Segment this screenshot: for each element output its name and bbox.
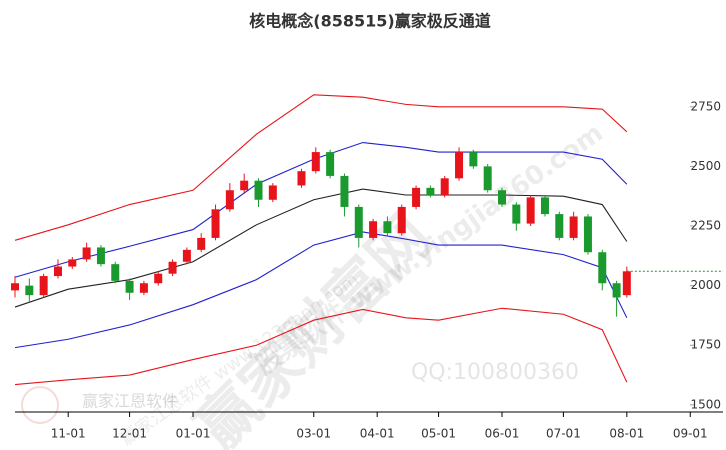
candle-body <box>53 266 62 277</box>
candle-body <box>39 276 48 296</box>
y-tick-label: 2000 <box>690 278 721 292</box>
x-tick-label: 05-01 <box>421 427 456 441</box>
candle-body <box>340 175 349 207</box>
x-tick-label: 09-01 <box>673 427 708 441</box>
y-tick-label: 1500 <box>690 397 721 411</box>
candle-body <box>297 171 306 186</box>
x-tick-label: 07-01 <box>546 427 581 441</box>
candle-body <box>498 190 507 205</box>
y-tick-label: 2750 <box>690 99 721 113</box>
candle-body <box>268 185 277 200</box>
candle-body <box>598 252 607 284</box>
candle-body <box>211 209 220 238</box>
candle-body <box>82 247 91 260</box>
candle-body <box>311 152 320 172</box>
candle-body <box>154 273 163 284</box>
candle-body <box>225 190 234 210</box>
candle-body <box>96 247 105 265</box>
candle-body <box>397 206 406 234</box>
candle-body <box>426 187 435 195</box>
candle-body <box>383 221 392 234</box>
x-tick-label: 04-01 <box>360 427 395 441</box>
candle-body <box>555 214 564 238</box>
candle-body <box>25 285 34 296</box>
x-tick-label: 01-01 <box>176 427 211 441</box>
candle-body <box>483 166 492 191</box>
candle-body <box>512 204 521 224</box>
watermark: 股票软件 www.yingjia360.com <box>251 118 609 381</box>
candle-body <box>455 152 464 179</box>
chart-title: 核电概念(858515)赢家极反通道 <box>249 12 490 31</box>
candle-body <box>540 197 549 215</box>
watermark: QQ:100800360 <box>411 360 579 385</box>
candle-body <box>354 206 363 238</box>
candle-body <box>526 197 535 224</box>
candle-body <box>11 283 19 291</box>
candle-body <box>612 283 621 298</box>
candle-body <box>111 264 120 281</box>
candle-body <box>240 180 249 191</box>
candle-body <box>168 261 177 274</box>
candle-body <box>182 249 191 262</box>
candle-body <box>197 237 206 250</box>
candle-body <box>326 152 335 176</box>
y-tick-label: 2500 <box>690 159 721 173</box>
band-line <box>14 94 628 241</box>
candle-body <box>369 221 378 238</box>
candle-body <box>68 259 77 267</box>
y-tick-label: 1750 <box>690 338 721 352</box>
x-tick-label: 03-01 <box>296 427 331 441</box>
band-line <box>14 141 628 278</box>
candle-body <box>139 283 148 293</box>
candle-body <box>412 187 421 207</box>
x-tick-label: 12-01 <box>112 427 147 441</box>
x-tick-label: 06-01 <box>485 427 520 441</box>
x-tick-label: 11-01 <box>51 427 86 441</box>
candle-body <box>622 271 631 296</box>
candle-body <box>583 216 592 253</box>
watermark-logo <box>21 386 59 424</box>
band-line <box>14 231 628 349</box>
candle-body <box>125 280 134 293</box>
candle-body <box>569 216 578 238</box>
watermark: 赢家江恩软件 <box>82 392 178 411</box>
candle-body <box>440 178 449 195</box>
candle-body <box>254 180 263 200</box>
band-line <box>14 307 628 386</box>
x-tick-label: 08-01 <box>609 427 644 441</box>
y-tick-label: 2250 <box>690 219 721 233</box>
candle-body <box>469 152 478 167</box>
